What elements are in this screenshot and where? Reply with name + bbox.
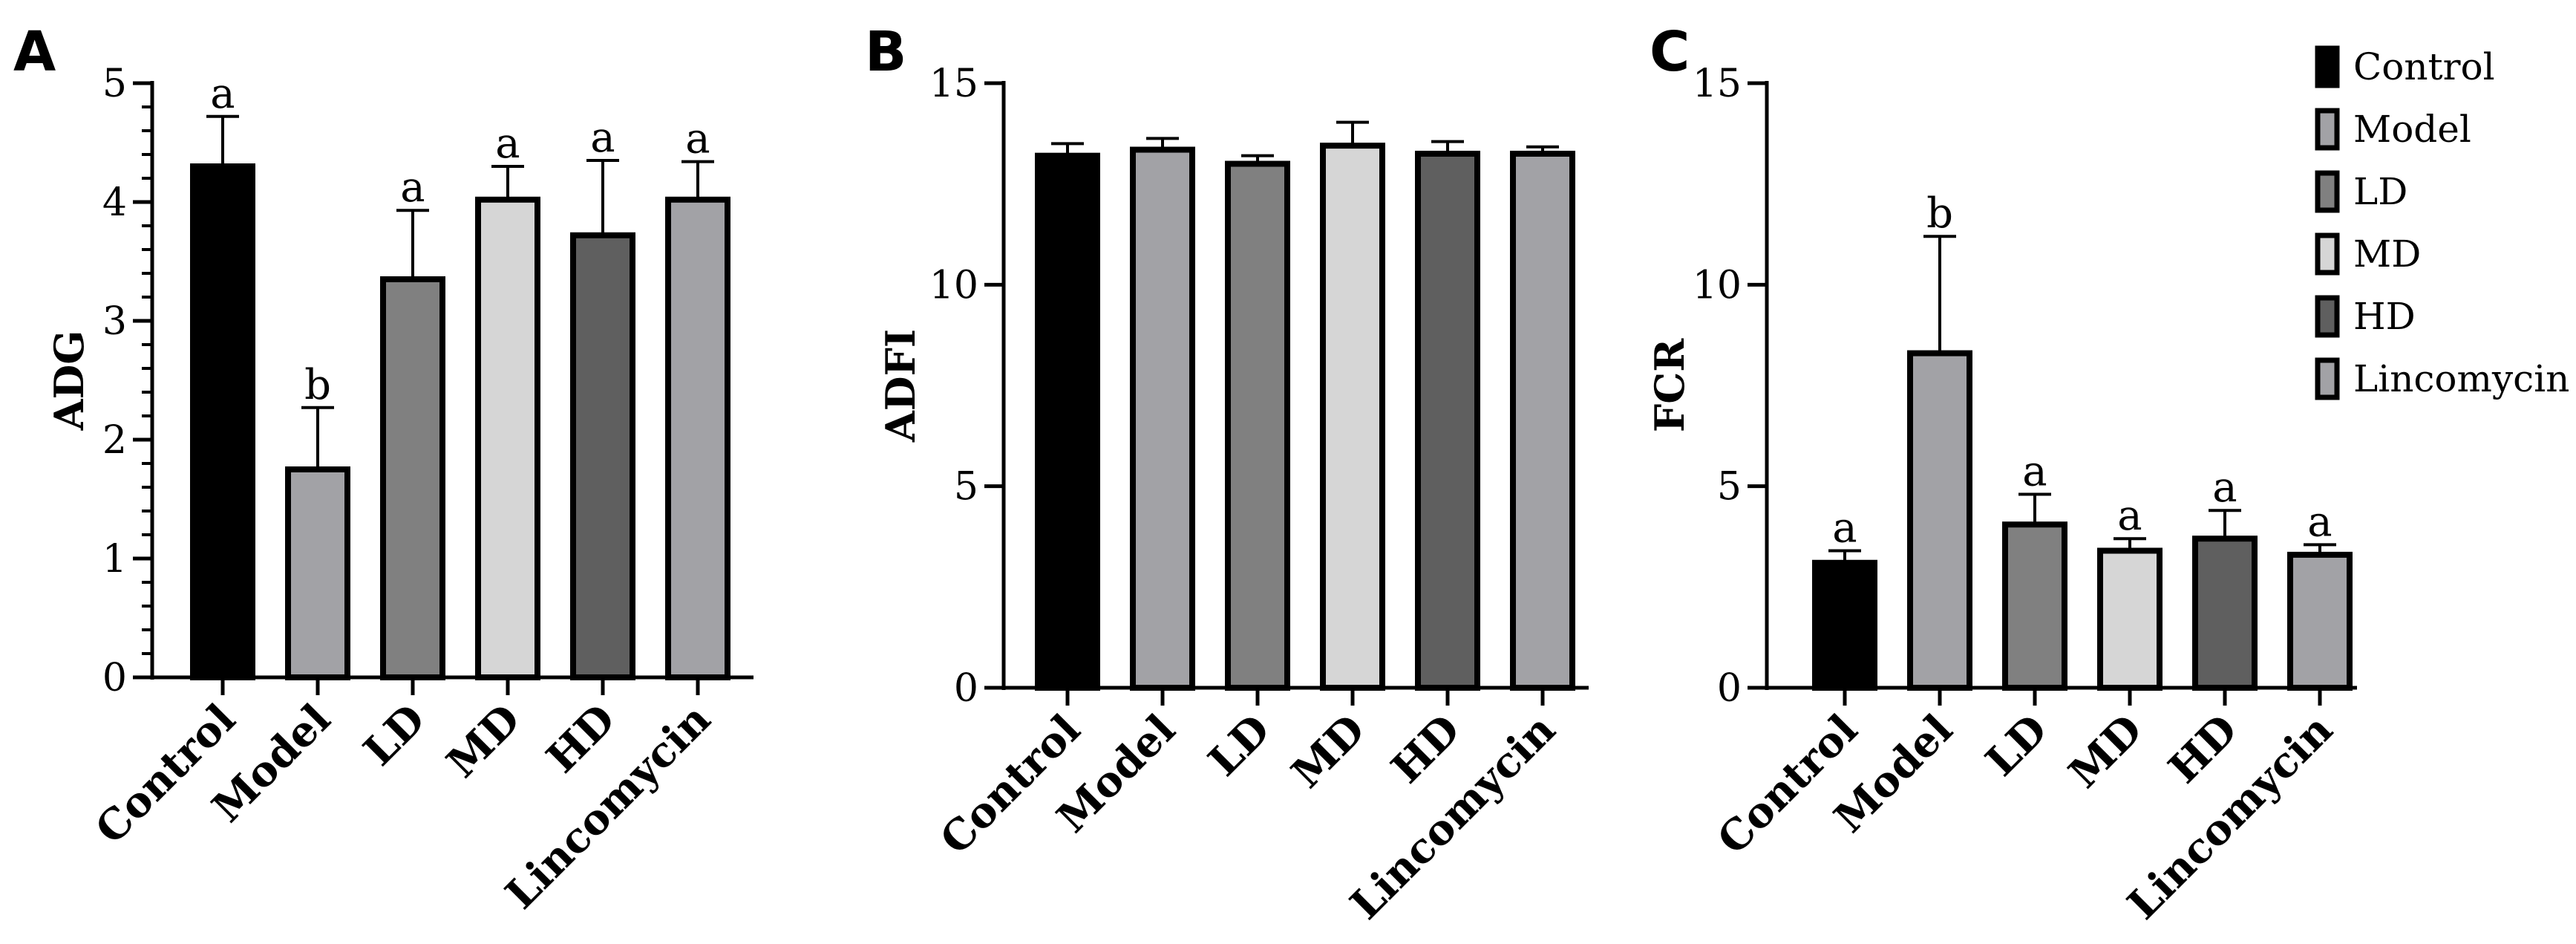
significance-letter: a (685, 115, 710, 163)
bar-ld (380, 276, 445, 680)
bar-control (1035, 152, 1100, 691)
y-tick-label: 2 (102, 418, 127, 463)
significance-letter: a (2022, 448, 2047, 496)
legend-label: Model (2353, 108, 2471, 151)
bar-md (475, 196, 540, 680)
y-axis-label: ADG (45, 331, 93, 432)
x-tick-label: Control (86, 694, 245, 853)
legend-label: MD (2353, 232, 2421, 276)
significance-letter: b (1926, 189, 1953, 238)
significance-letter: a (1832, 504, 1857, 552)
x-tick-label: LD (1199, 705, 1280, 786)
y-axis-label: FCR (1646, 338, 1693, 432)
legend-swatch-lincomycin (2315, 357, 2340, 400)
y-tick-label: 15 (929, 62, 978, 106)
bar-ld (2002, 521, 2067, 691)
bar-control (1812, 559, 1877, 691)
significance-letter: a (2212, 463, 2237, 512)
y-tick-label: 5 (102, 62, 127, 106)
bar-lincomycin (665, 196, 730, 680)
legend-label: HD (2353, 295, 2416, 338)
y-tick-label: 4 (102, 180, 127, 225)
legend-swatch-control (2315, 45, 2340, 88)
panel-label-A: A (13, 20, 56, 84)
y-tick-label: 3 (102, 299, 127, 344)
bar-md (2097, 547, 2163, 691)
bar-model (285, 466, 350, 680)
bar-md (1320, 143, 1385, 691)
x-tick-label: MD (437, 694, 530, 787)
significance-letter: a (2117, 492, 2142, 540)
significance-letter: a (210, 70, 235, 118)
y-tick-label: 15 (1693, 62, 1742, 106)
legend-label: LD (2353, 170, 2407, 213)
significance-letter: a (590, 114, 615, 162)
bar-model (1907, 350, 1972, 691)
y-tick-label: 0 (954, 666, 978, 711)
y-tick-label: 10 (929, 263, 978, 307)
x-tick-label: Control (931, 705, 1090, 864)
bar-control (190, 163, 255, 680)
bar-lincomycin (1510, 150, 1575, 691)
bar-hd (2192, 536, 2258, 691)
legend-label: Control (2353, 45, 2495, 88)
significance-letter: a (400, 163, 425, 212)
significance-letter: b (304, 361, 331, 409)
bar-model (1130, 146, 1195, 691)
bar-hd (570, 232, 635, 680)
bar-lincomycin (2287, 551, 2353, 691)
panel-label-C: C (1650, 20, 1690, 84)
significance-letter: a (2307, 498, 2332, 546)
significance-letter: a (495, 120, 520, 168)
bar-hd (1415, 150, 1480, 691)
legend-swatch-model (2315, 108, 2340, 151)
x-tick-label: LD (1976, 705, 2057, 786)
y-tick-label: 1 (102, 537, 127, 582)
y-tick-label: 5 (1717, 465, 1742, 510)
legend-swatch-hd (2315, 295, 2340, 338)
x-tick-label: MD (1282, 705, 1375, 798)
x-tick-label: MD (2059, 705, 2152, 798)
y-tick-label: 0 (1717, 666, 1742, 711)
y-axis-label: ADFI (877, 329, 924, 443)
legend-label: Lincomycin (2353, 357, 2569, 400)
legend-swatch-ld (2315, 170, 2340, 213)
panel-label-B: B (865, 20, 906, 84)
x-tick-label: Control (1708, 705, 1867, 864)
legend-swatch-md (2315, 232, 2340, 276)
y-tick-label: 5 (954, 465, 978, 510)
bar-ld (1225, 160, 1290, 691)
y-tick-label: 0 (102, 656, 127, 700)
y-tick-label: 10 (1693, 263, 1742, 307)
x-tick-label: LD (354, 694, 435, 775)
